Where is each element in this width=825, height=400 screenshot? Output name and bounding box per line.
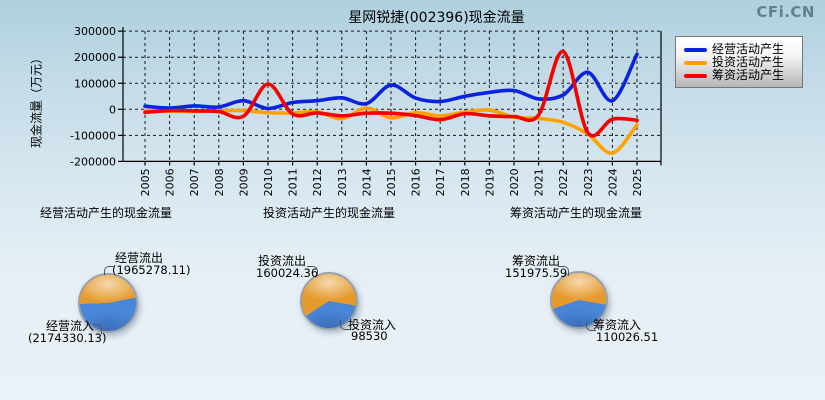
x-tick-label: 2024 <box>606 168 619 196</box>
label-connector <box>340 320 350 330</box>
x-tick-label: 2019 <box>483 168 496 196</box>
site-logo: CFi.CN <box>756 3 815 21</box>
x-tick-label: 2018 <box>459 168 472 196</box>
x-tick-label: 2020 <box>508 168 521 196</box>
legend-item-financing: 筹资活动产生 <box>684 69 802 82</box>
x-tick-label: 2015 <box>385 168 398 196</box>
legend-item-investing: 投资活动产生 <box>684 56 802 69</box>
series-line-经营活动产生 <box>143 52 639 111</box>
y-axis-label: 现金流量（万元） <box>29 51 44 149</box>
legend: 经营活动产生 投资活动产生 筹资活动产生 <box>675 36 803 88</box>
section-title-investing: 投资活动产生的现金流量 <box>263 206 396 220</box>
series-line-筹资活动产生 <box>143 49 639 138</box>
x-tick-label: 2021 <box>533 168 546 196</box>
x-tick-label: 2005 <box>139 168 152 196</box>
pie-slice-value: 110026.51 <box>596 330 659 344</box>
x-tick-label: 2022 <box>557 168 570 196</box>
x-tick-label: 2016 <box>410 168 423 196</box>
y-tick-label: 200000 <box>74 51 116 64</box>
pie-slice-label: 经营流入 <box>46 319 95 333</box>
y-tick-label: 0 <box>109 103 116 116</box>
legend-label: 经营活动产生 <box>712 42 785 56</box>
x-tick-label: 2014 <box>360 168 373 196</box>
pie-investing-cashflow <box>300 272 358 330</box>
pie-slice-label: 筹资流出 <box>512 254 561 268</box>
label-connector <box>104 266 114 275</box>
x-tick-label: 2006 <box>164 168 177 196</box>
label-connector <box>93 324 102 334</box>
pie-slice-label: 投资流出 <box>258 254 307 268</box>
pie-slice-value: (1965278.11) <box>112 263 191 277</box>
legend-label: 筹资活动产生 <box>712 68 785 82</box>
legend-label: 投资活动产生 <box>712 55 785 69</box>
label-connector <box>586 322 596 331</box>
x-tick-label: 2017 <box>434 168 447 196</box>
y-tick-label: -100000 <box>70 129 116 142</box>
pie-slice-label: 投资流入 <box>348 318 397 332</box>
series-line-sample-icon <box>684 47 707 52</box>
x-tick-label: 2009 <box>237 168 250 196</box>
pie-slice-value: 98530 <box>351 329 388 343</box>
section-title-financing: 筹资活动产生的现金流量 <box>510 206 643 220</box>
x-tick-label: 2007 <box>188 168 201 196</box>
legend-item-operating: 经营活动产生 <box>684 43 802 56</box>
label-connector <box>307 266 318 276</box>
x-tick-label: 2013 <box>336 168 349 196</box>
section-title-operating: 经营活动产生的现金流量 <box>40 206 173 220</box>
y-tick-label: -200000 <box>70 155 116 168</box>
pie-operating-cashflow <box>78 273 138 333</box>
y-tick-label: 300000 <box>74 25 116 38</box>
pie-slice-value: 151975.59 <box>505 266 568 280</box>
line-chart: 300000 200000 100000 0 -100000 -200000 2005 200… <box>70 25 662 196</box>
y-tick-label: 100000 <box>74 77 116 90</box>
x-tick-label: 2008 <box>213 168 226 196</box>
x-tick-label: 2012 <box>311 168 324 196</box>
pie-financing-cashflow <box>550 271 608 329</box>
x-tick-label: 2025 <box>631 168 644 196</box>
series-line-sample-icon <box>684 60 707 65</box>
label-connector <box>558 266 569 276</box>
pie-slice-label: 经营流出 <box>115 251 164 265</box>
series-line-投资活动产生 <box>143 106 639 155</box>
pie-slice-label: 筹资流入 <box>593 318 642 332</box>
x-tick-label: 2023 <box>582 168 595 196</box>
pie-slice-value: 160024.36 <box>256 266 319 280</box>
series-line-sample-icon <box>684 73 707 78</box>
x-tick-label: 2011 <box>287 168 300 196</box>
pie-slice-value: (2174330.13) <box>28 331 107 345</box>
chart-title: 星网锐捷(002396)现金流量 <box>348 10 525 26</box>
x-tick-label: 2010 <box>262 168 275 196</box>
